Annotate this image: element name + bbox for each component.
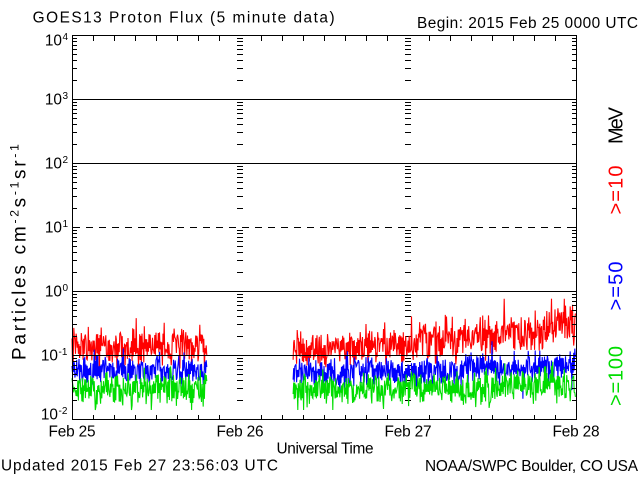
svg-text:10: 10 — [41, 347, 58, 364]
svg-text:Universal Time: Universal Time — [277, 441, 374, 458]
svg-text:10: 10 — [45, 283, 62, 300]
svg-text:10: 10 — [45, 155, 62, 172]
svg-text:0: 0 — [63, 283, 69, 294]
svg-text:Feb 26: Feb 26 — [217, 424, 264, 441]
svg-text:Feb 25: Feb 25 — [49, 424, 96, 441]
svg-text:Feb 27: Feb 27 — [385, 424, 432, 441]
svg-text:MeV: MeV — [606, 106, 628, 144]
svg-text:Particles cm-2s-1sr-1: Particles cm-2s-1sr-1 — [8, 141, 31, 360]
svg-text:Feb 28: Feb 28 — [553, 424, 600, 441]
svg-text:NOAA/SWPC Boulder, CO USA: NOAA/SWPC Boulder, CO USA — [425, 458, 639, 475]
svg-text:2: 2 — [63, 155, 69, 166]
svg-text:10: 10 — [45, 91, 62, 108]
svg-text:3: 3 — [63, 91, 69, 102]
svg-text:4: 4 — [63, 32, 69, 43]
svg-text:10: 10 — [41, 407, 58, 424]
svg-text:>=100: >=100 — [606, 346, 628, 406]
svg-text:10: 10 — [45, 33, 62, 50]
svg-text:1: 1 — [63, 219, 69, 230]
svg-text:-1: -1 — [59, 347, 68, 358]
svg-text:Begin: 2015 Feb 25 0000 UTC: Begin: 2015 Feb 25 0000 UTC — [417, 15, 638, 32]
svg-text:-2: -2 — [59, 406, 68, 417]
svg-text:Updated 2015 Feb 27 23:56:03 U: Updated 2015 Feb 27 23:56:03 UTC — [1, 458, 278, 475]
svg-text:10: 10 — [45, 219, 62, 236]
